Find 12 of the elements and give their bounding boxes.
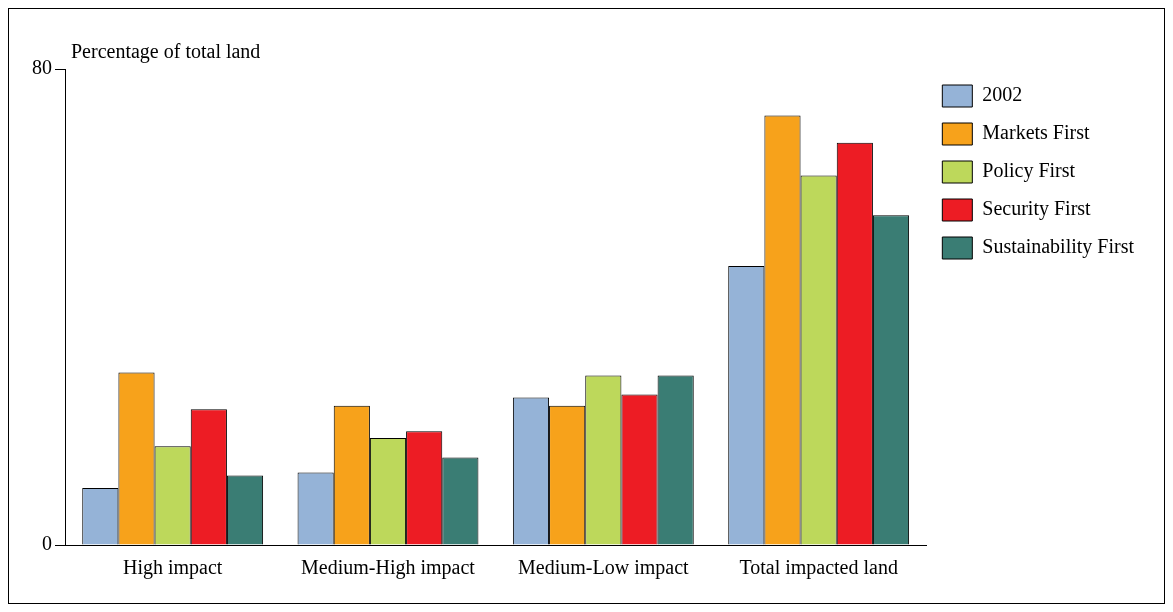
legend-label: Sustainability First [982,235,1135,259]
y-tick-label: 0 [42,532,52,555]
x-tick-label: Medium-High impact [301,556,476,580]
y-tick-label: 80 [32,56,52,79]
x-tick-label: Medium-Low impact [518,556,690,580]
y-axis-title: Percentage of total land [71,40,261,64]
legend-label: Markets First [982,121,1090,144]
legend-label: Policy First [982,159,1076,183]
x-tick-label: High impact [122,556,223,580]
legend-label: 2002 [982,83,1023,106]
legend-label: Security First [982,197,1092,221]
x-tick-label: Total impacted land [739,556,898,580]
